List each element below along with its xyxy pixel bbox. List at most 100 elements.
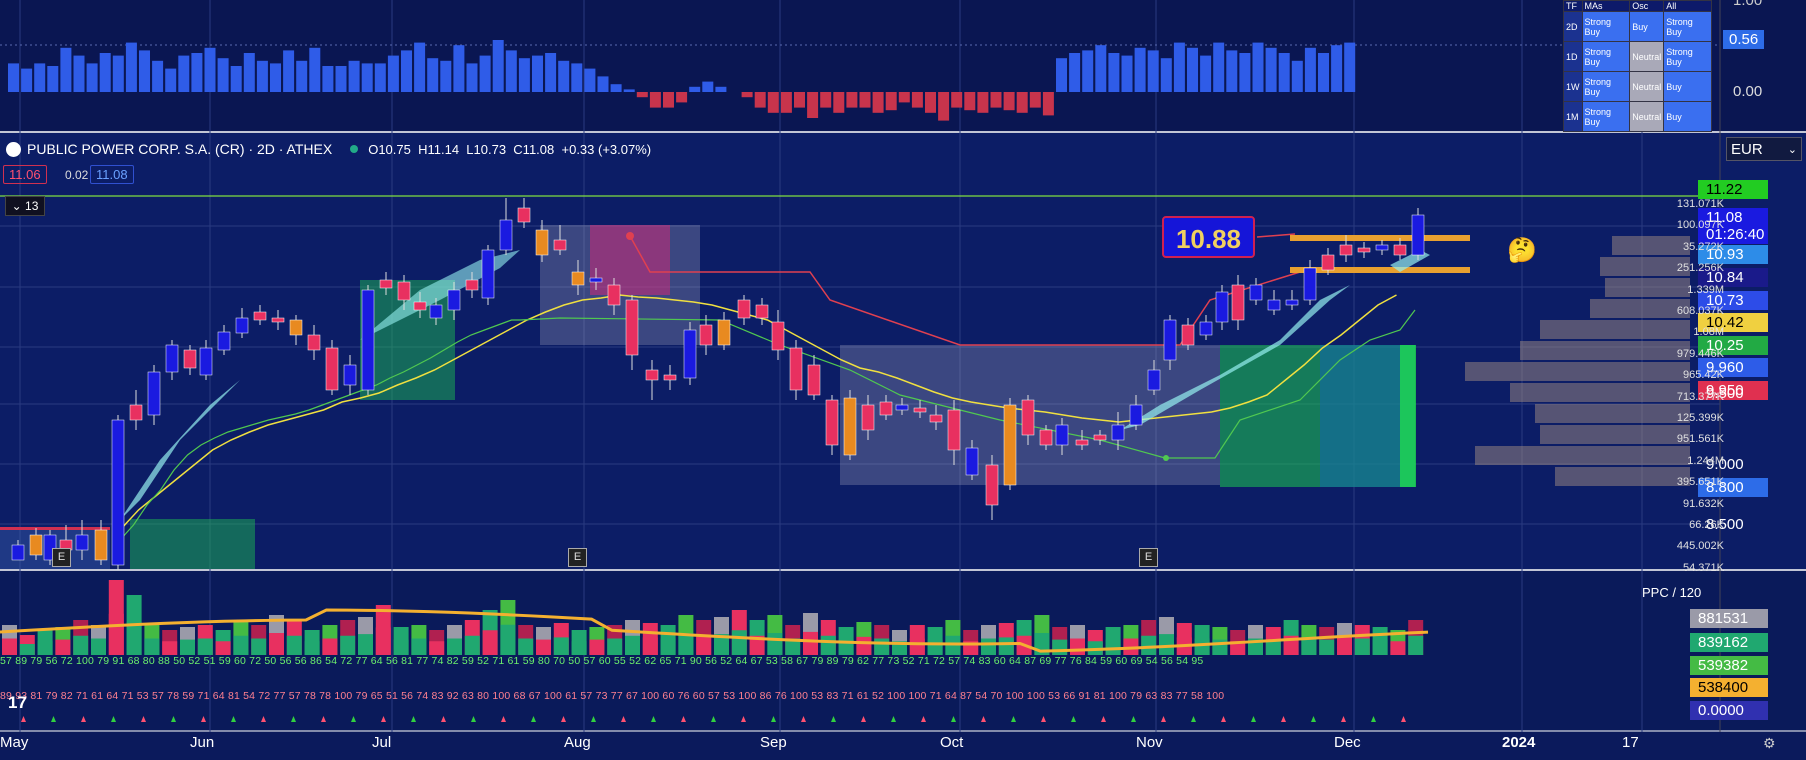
candle-body (253, 311, 267, 321)
osc-histogram-bar (780, 92, 792, 113)
volume-bar (447, 638, 462, 655)
market-status-icon (350, 145, 359, 153)
bid-button[interactable]: 11.06 (3, 165, 47, 184)
rating-mas: Strong Buy (1581, 41, 1631, 72)
candle-body (1303, 267, 1317, 301)
osc-histogram-bar (8, 63, 19, 92)
osc-histogram-bar (322, 66, 334, 92)
currency-select[interactable]: EUR ⌄ (1726, 137, 1802, 161)
candle-body (235, 317, 249, 334)
volume-bar (73, 635, 89, 655)
osc-histogram-bar (270, 63, 281, 92)
volume-bar (589, 639, 605, 655)
osc-histogram-bar (466, 63, 478, 92)
osc-histogram-bar (414, 42, 426, 92)
rating-row-2d: 2D Strong Buy Buy Strong Buy (1563, 11, 1712, 42)
candle-body (535, 229, 549, 256)
trend-ribbon (1120, 285, 1350, 430)
earnings-marker[interactable]: E (1139, 548, 1158, 567)
price-callout-label[interactable]: 10.88 (1162, 216, 1255, 258)
signal-marker (1131, 716, 1136, 722)
symbol-title[interactable]: PUBLIC POWER CORP. S.A. (CR) · 2D · ATHE… (27, 141, 333, 157)
tradingview-logo-icon[interactable]: 17 (8, 693, 27, 712)
signal-marker (21, 716, 26, 722)
candle-body (663, 374, 677, 381)
ohlc-low: L10.73 (466, 141, 507, 157)
candle-body (1357, 247, 1371, 253)
candle-body (843, 397, 857, 456)
volume-profile-label: 91.632K (1683, 497, 1724, 510)
osc-histogram-bar (34, 63, 46, 92)
osc-histogram-bar (1029, 92, 1041, 108)
signal-marker (141, 716, 146, 722)
volume-pane-title: PPC / 120 (1642, 585, 1702, 600)
symbol-logo-icon[interactable] (6, 141, 21, 157)
ohlc-close: C11.08 (513, 141, 555, 157)
candle-body (183, 349, 197, 369)
signal-marker (531, 716, 536, 722)
rating-mas: Strong Buy (1581, 101, 1631, 132)
time-axis-label: Aug (564, 734, 591, 751)
osc-histogram-bar (951, 92, 963, 108)
thinking-emoji-icon[interactable]: 🤔 (1507, 237, 1537, 264)
rating-all: Strong Buy (1663, 11, 1712, 42)
volume-profile-bar (1612, 236, 1690, 255)
candle-body (147, 371, 161, 416)
signal-marker (231, 716, 236, 722)
volume-pane-label: 881531 (1690, 609, 1768, 628)
ask-button[interactable]: 11.08 (90, 165, 134, 184)
price-label: 10.84 (1698, 268, 1768, 287)
osc-histogram-bar (545, 53, 557, 92)
candle-body (607, 284, 621, 306)
consolidation-zone (1400, 345, 1416, 487)
volume-bar (215, 641, 231, 655)
volume-profile-label: 1.08M (1693, 326, 1724, 339)
volume-bar (642, 637, 658, 655)
osc-histogram-bar (636, 92, 648, 98)
volume-bar (358, 634, 373, 655)
candle-body (1267, 299, 1281, 311)
volume-bar (749, 635, 765, 655)
ohlc-change: +0.33 (+3.07%) (561, 141, 652, 157)
moving-average-line (119, 309, 1416, 541)
osc-histogram-bar (204, 47, 216, 92)
volume-bar (767, 633, 783, 655)
signal-marker (621, 716, 626, 722)
gear-icon[interactable]: ⚙ (1763, 735, 1776, 751)
osc-histogram-bar (86, 63, 98, 92)
osc-histogram-bar (859, 92, 871, 108)
earnings-marker[interactable]: E (568, 548, 587, 567)
rating-all: Buy (1663, 101, 1712, 132)
candle-body (1111, 424, 1125, 441)
candle-body (94, 529, 108, 561)
volume-profile-label: 54.371K (1683, 561, 1724, 574)
signal-marker (201, 716, 206, 722)
volume-pane-label: 0.0000 (1690, 701, 1768, 720)
osc-histogram-bar (1134, 47, 1146, 92)
osc-histogram-bar (453, 45, 465, 92)
candle-body (499, 219, 513, 251)
volume-bar (874, 638, 890, 655)
candle-body (985, 464, 999, 506)
candle-body (645, 369, 659, 381)
candle-body (1003, 404, 1017, 486)
indicators-collapse-button[interactable]: ⌄ 13 (5, 196, 45, 216)
volume-bar (1372, 639, 1388, 655)
candle-body (683, 329, 697, 379)
osc-histogram-bar (597, 76, 609, 92)
candle-body (825, 399, 839, 446)
rating-tf: 1M (1563, 101, 1583, 132)
osc-histogram-bar (165, 68, 177, 92)
volume-bar (785, 638, 801, 655)
price-label: 11.22 (1698, 180, 1768, 199)
volume-bar (660, 638, 676, 655)
candle-body (1375, 244, 1389, 251)
candle-body (1411, 214, 1425, 256)
candle-body (1215, 291, 1229, 323)
signal-marker (891, 716, 896, 722)
earnings-marker[interactable]: E (52, 548, 71, 567)
volume-bar (55, 639, 71, 655)
signal-marker (1071, 716, 1076, 722)
signal-marker (711, 716, 716, 722)
